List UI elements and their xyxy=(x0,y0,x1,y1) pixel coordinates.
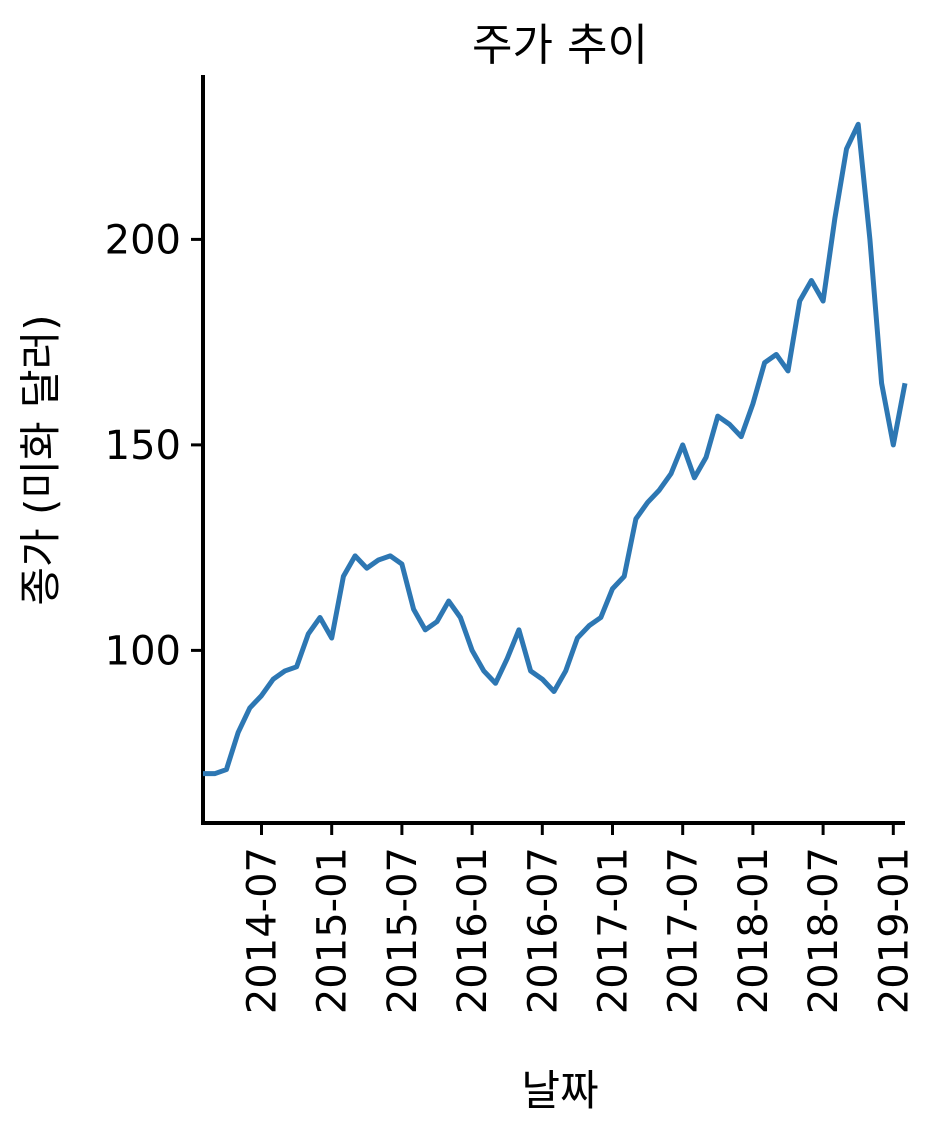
x-tick-label: 2015-01 xyxy=(310,847,356,1014)
price-line xyxy=(203,121,908,777)
x-tick-label: 2015-07 xyxy=(380,847,426,1014)
chart-title: 주가 추이 xyxy=(472,20,648,71)
y-tick-label: 200 xyxy=(105,217,181,263)
y-tick-label: 150 xyxy=(105,423,181,469)
x-axis-label: 날짜 xyxy=(521,1066,598,1115)
x-tick-label: 2018-01 xyxy=(731,847,777,1014)
x-tick-label: 2017-01 xyxy=(591,847,637,1014)
x-tick-label: 2019-01 xyxy=(871,847,917,1014)
x-tick-label: 2017-07 xyxy=(661,847,707,1014)
x-tick-label: 2016-01 xyxy=(450,847,496,1014)
y-axis-label: 종가 (미화 달러) xyxy=(16,314,65,605)
x-tick-label: 2014-07 xyxy=(240,847,286,1014)
x-tick-label: 2016-07 xyxy=(520,847,566,1014)
x-tick-label: 2018-07 xyxy=(801,847,847,1014)
y-tick-label: 100 xyxy=(105,628,181,674)
